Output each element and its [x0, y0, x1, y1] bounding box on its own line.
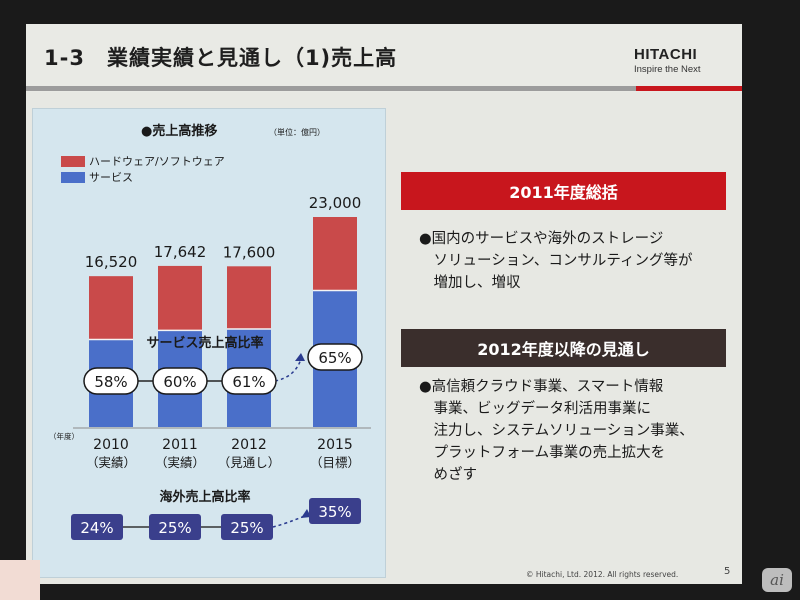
service-ratio-badge	[83, 367, 139, 395]
x-tick-note: （目標）	[310, 455, 360, 470]
x-tick-note: （見通し）	[218, 455, 281, 470]
logo-tagline: Inspire the Next	[634, 64, 701, 75]
outlook-text: ●高信頼クラウド事業、スマート情報 事業、ビッグデータ利活用事業に 注力し、シス…	[419, 379, 694, 483]
presentation-slide: 1-3 業績実績と見通し（1)売上高 HITACHI Inspire the N…	[26, 24, 742, 584]
overseas-ratio-badge	[149, 514, 201, 540]
overseas-ratio-badge	[309, 498, 361, 524]
bar-hardware-software	[227, 266, 271, 329]
bar-hardware-software	[89, 276, 133, 340]
service-ratio-value: 61%	[232, 373, 265, 391]
service-ratio-badge	[152, 367, 208, 395]
outlook-banner: 2012年度以降の見通し	[401, 329, 726, 367]
x-tick-label: 2011	[162, 437, 198, 453]
slide-title: 1-3 業績実績と見通し（1)売上高	[44, 46, 398, 70]
page-number: 5	[724, 566, 731, 577]
title-rule	[26, 86, 636, 91]
service-ratio-value: 60%	[163, 373, 196, 391]
revenue-chart-panel: ●売上高推移 （単位：億円） ハードウェア/ソフトウェア サービス 16,520 2010…	[32, 108, 386, 578]
bar-hardware-software	[313, 217, 357, 291]
chart-title: ●売上高推移	[141, 123, 217, 139]
service-ratio-value: 65%	[318, 349, 351, 367]
x-tick-note: （実績）	[86, 455, 136, 470]
overseas-ratio-badge	[71, 514, 123, 540]
service-ratio-label: サービス売上高比率	[146, 335, 263, 351]
ratio-arrowhead	[295, 353, 305, 361]
service-ratio-badge	[307, 343, 363, 371]
company-logo: HITACHI Inspire the Next	[634, 46, 734, 75]
year-axis-label: （年度）	[49, 431, 79, 441]
copyright-footer: © Hitachi, Ltd. 2012. All rights reserve…	[526, 570, 679, 579]
overseas-ratio-value: 25%	[230, 519, 263, 537]
overseas-arrowhead	[301, 509, 311, 518]
overseas-ratio-label: 海外売上高比率	[159, 489, 250, 505]
ratio-trend-arrow	[274, 358, 302, 382]
title-rule-accent	[636, 86, 742, 91]
logo-name: HITACHI	[634, 46, 698, 63]
watermark-logo: ai	[762, 568, 792, 592]
legend-swatch	[61, 172, 85, 183]
x-tick-label: 2010	[93, 437, 129, 453]
overseas-ratio-value: 25%	[158, 519, 191, 537]
service-ratio-badge	[221, 367, 277, 395]
x-tick-label: 2012	[231, 437, 267, 453]
x-tick-label: 2015	[317, 437, 353, 453]
service-ratio-value: 58%	[94, 373, 127, 391]
title-bar: 1-3 業績実績と見通し（1)売上高 HITACHI Inspire the N…	[26, 24, 742, 92]
screen-edge	[0, 560, 40, 600]
bar-total-label: 17,642	[154, 243, 207, 261]
chart-unit: （単位：億円）	[269, 127, 325, 137]
bar-total-label: 16,520	[85, 253, 138, 271]
summary-text: ●国内のサービスや海外のストレージ ソリューション、コンサルティング等が 増加し…	[419, 231, 693, 291]
legend-label: ハードウェア/ソフトウェア	[89, 155, 225, 168]
legend-swatch	[61, 156, 85, 167]
overseas-ratio-badge	[221, 514, 273, 540]
bar-total-label: 17,600	[223, 243, 276, 261]
legend-label: サービス	[89, 171, 133, 184]
x-tick-note: （実績）	[155, 455, 205, 470]
overseas-ratio-value: 24%	[80, 519, 113, 537]
summary-banner: 2011年度総括	[401, 172, 726, 210]
bar-hardware-software	[158, 265, 202, 331]
bar-total-label: 23,000	[309, 194, 362, 212]
overseas-ratio-value: 35%	[318, 503, 351, 521]
